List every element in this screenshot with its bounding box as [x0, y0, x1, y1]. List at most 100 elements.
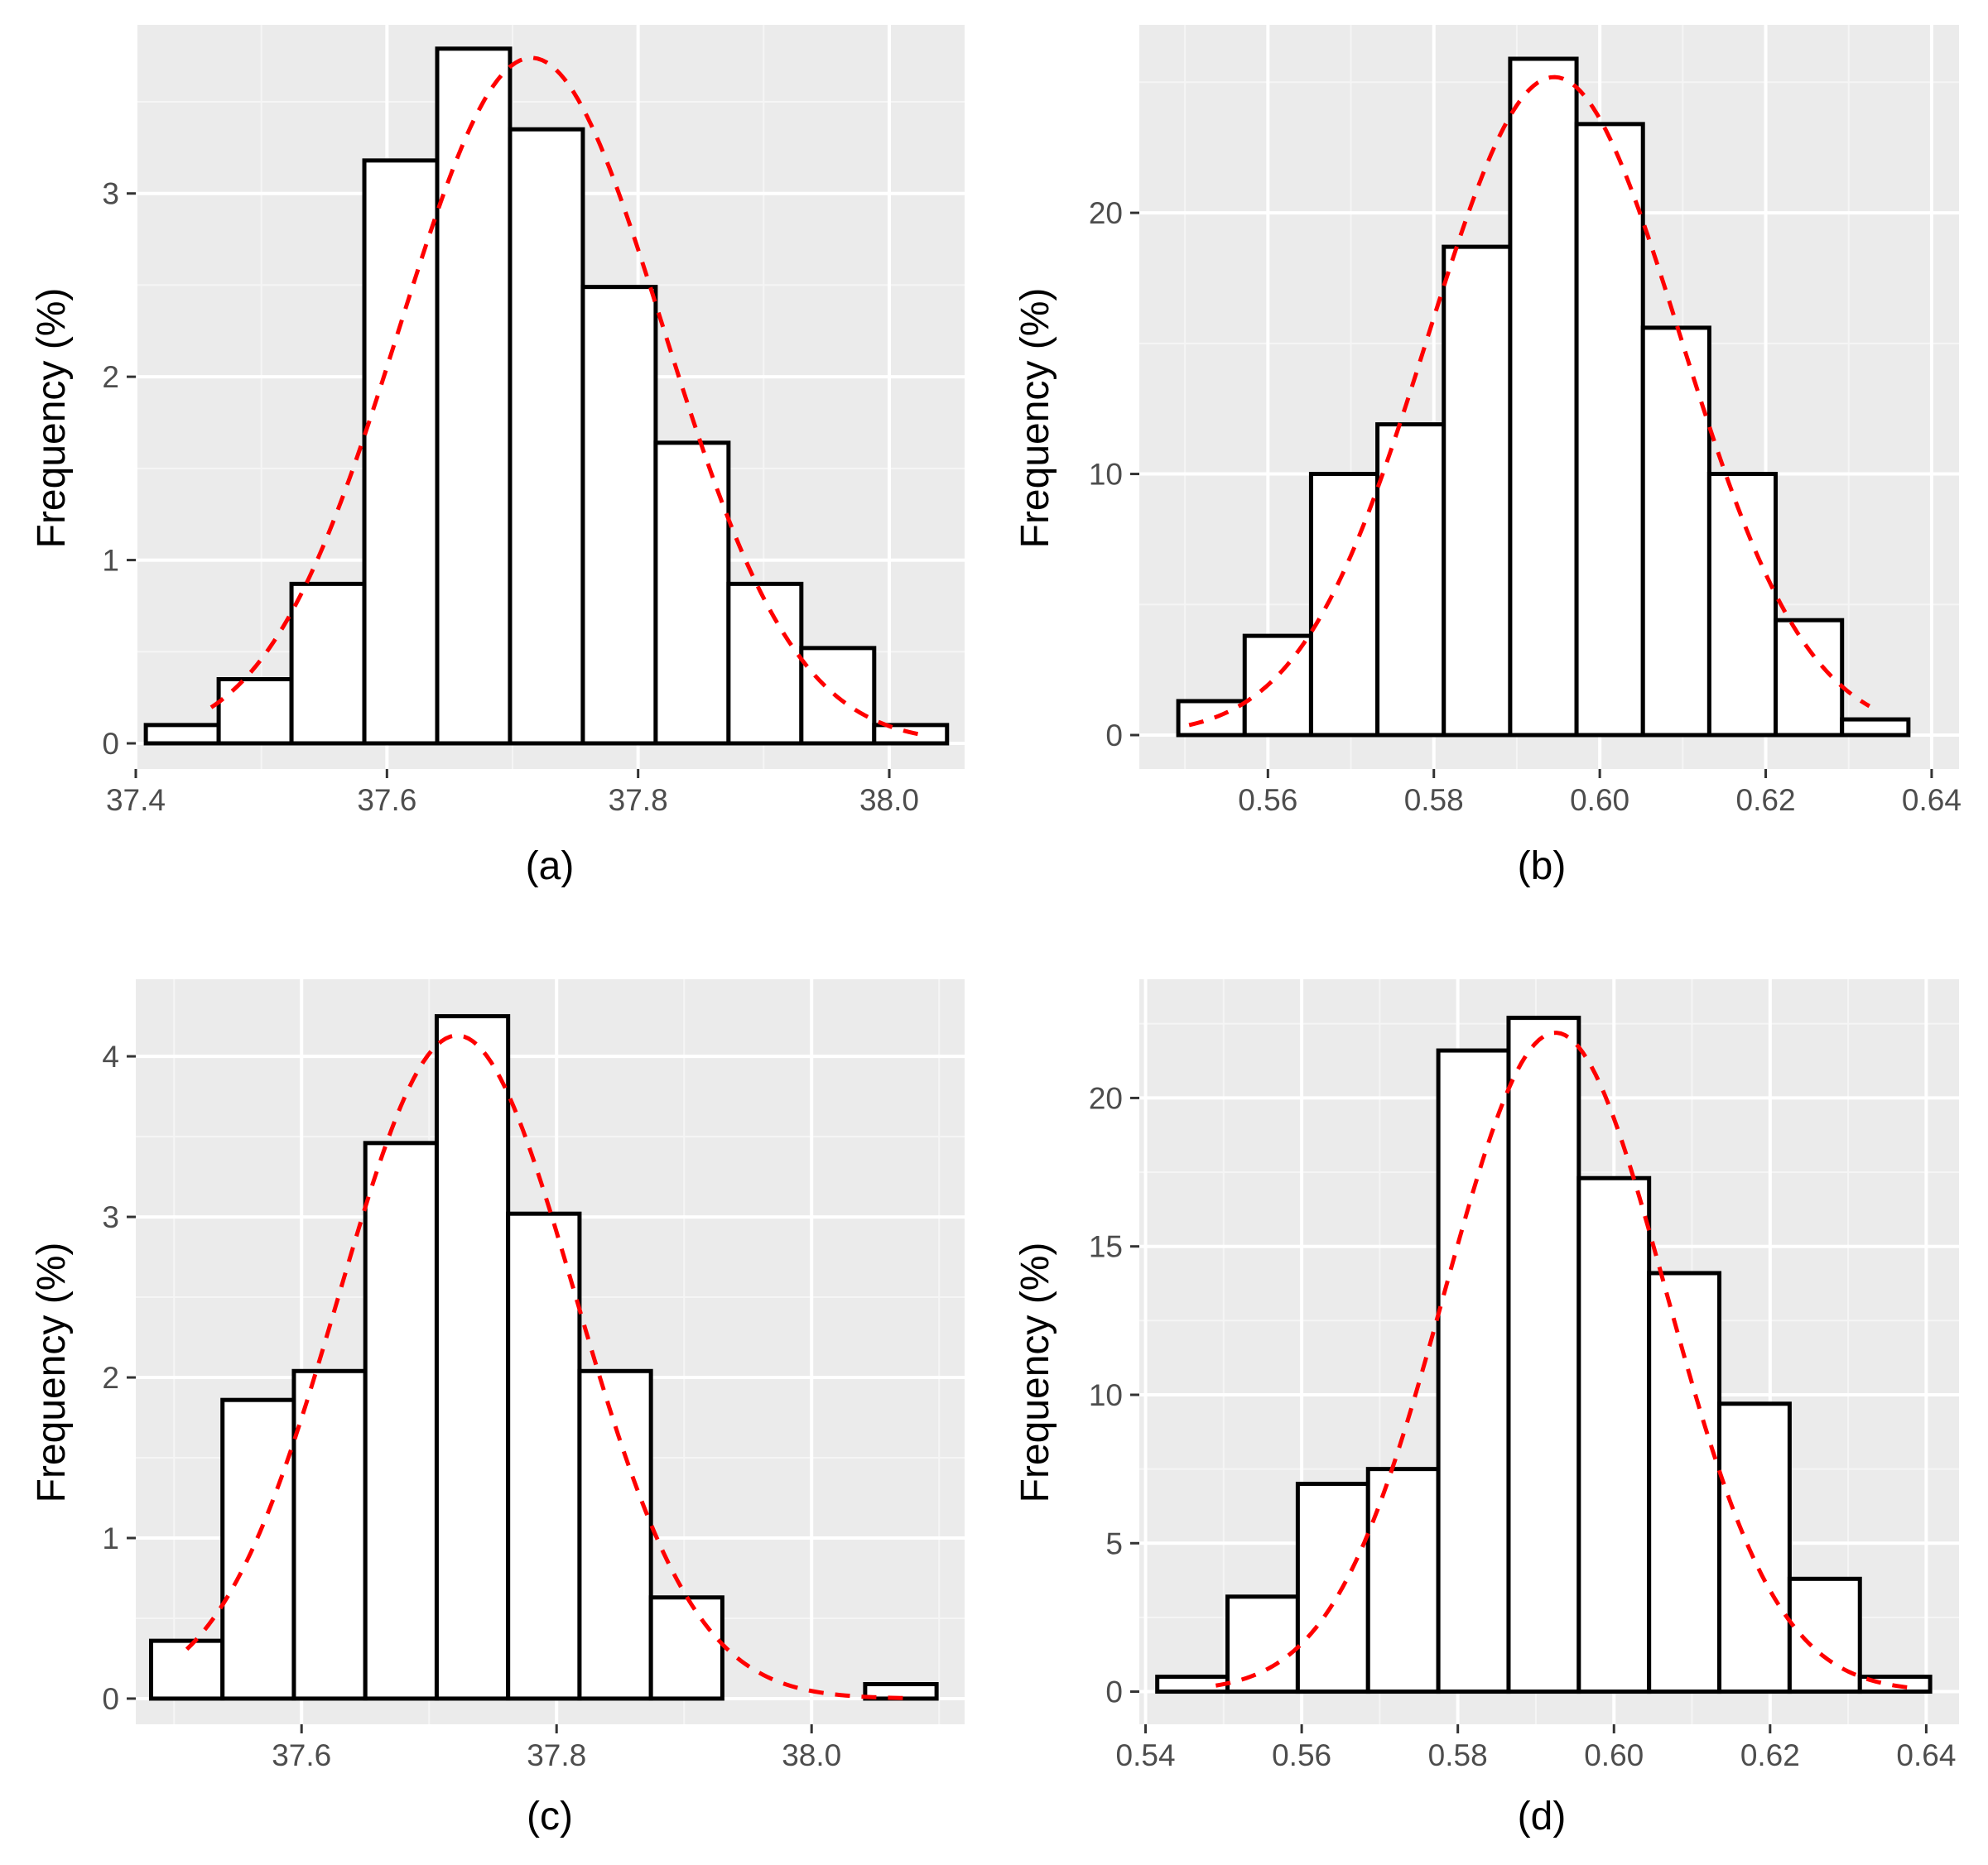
- plot-area-d: [1139, 979, 1959, 1724]
- x-tick-label: 0.64: [1902, 783, 1962, 817]
- histogram-bar: [1574, 122, 1645, 738]
- y-tick-label: 10: [1089, 458, 1123, 492]
- histogram-bar: [363, 1141, 439, 1701]
- histogram-bar: [1787, 1576, 1862, 1694]
- x-tick-label: 0.54: [1116, 1738, 1176, 1772]
- histogram-bar: [508, 127, 585, 746]
- x-tick-label: 0.58: [1428, 1738, 1488, 1772]
- y-axis-title-a: Frequency (%): [30, 288, 74, 549]
- histogram-bar: [1706, 472, 1779, 738]
- histogram-bar: [289, 581, 367, 746]
- x-tick-label: 37.4: [106, 783, 166, 817]
- histogram-bar: [216, 677, 294, 746]
- histogram-bar: [1506, 1016, 1581, 1694]
- x-ticks-b: 0.56 0.58 0.60 0.62 0.64: [1238, 769, 1962, 817]
- y-tick-label: 1: [102, 1521, 119, 1555]
- y-tick-label: 20: [1089, 1081, 1123, 1115]
- y-tick-label: 0: [102, 727, 119, 761]
- histogram-bar: [1640, 325, 1711, 738]
- y-tick-label: 5: [1105, 1526, 1123, 1560]
- y-tick-label: 3: [102, 1200, 119, 1234]
- y-axis-title-d: Frequency (%): [1013, 1243, 1057, 1503]
- x-tick-label: 0.62: [1740, 1738, 1800, 1772]
- y-ticks-a: 0 1 2 3: [102, 177, 136, 761]
- histogram-bar: [726, 581, 804, 746]
- histogram-bar: [434, 1014, 511, 1701]
- histogram-bar: [148, 1638, 225, 1701]
- x-tick-label: 38.0: [782, 1738, 841, 1772]
- y-tick-label: 0: [102, 1682, 119, 1716]
- histogram-bar: [580, 285, 658, 746]
- x-ticks-c: 37.6 37.8 38.0: [272, 1724, 841, 1772]
- histogram-bar: [1840, 717, 1911, 738]
- y-tick-label: 10: [1089, 1378, 1123, 1412]
- histogram-bar: [1774, 618, 1845, 738]
- histogram-bar: [1436, 1048, 1511, 1694]
- histogram-bar: [220, 1397, 296, 1701]
- panel-caption-b: (b): [1518, 844, 1567, 888]
- histogram-bar: [1308, 472, 1380, 738]
- histogram-bar: [1576, 1175, 1652, 1694]
- x-tick-label: 0.62: [1736, 783, 1796, 817]
- histogram-bar: [291, 1368, 368, 1701]
- x-tick-label: 0.60: [1584, 1738, 1644, 1772]
- x-tick-label: 37.8: [527, 1738, 586, 1772]
- panel-caption-d: (d): [1518, 1795, 1567, 1839]
- y-tick-label: 0: [1105, 1675, 1123, 1709]
- x-tick-label: 0.60: [1570, 783, 1629, 817]
- x-ticks-a: 37.4 37.6 37.8 38.0: [106, 769, 919, 817]
- plot-area-c: [136, 979, 965, 1724]
- y-ticks-b: 0 10 20: [1089, 196, 1139, 752]
- y-tick-label: 3: [102, 177, 119, 211]
- histogram-bar: [1295, 1482, 1370, 1694]
- histogram-bar: [1508, 56, 1579, 738]
- plot-area-a: [134, 25, 965, 769]
- y-tick-label: 20: [1089, 196, 1123, 230]
- x-tick-label: 37.6: [357, 783, 416, 817]
- x-tick-label: 37.8: [609, 783, 668, 817]
- histogram-bar: [577, 1368, 653, 1701]
- y-tick-label: 2: [102, 1361, 119, 1395]
- histogram-bar: [1717, 1401, 1792, 1694]
- y-tick-label: 0: [1105, 719, 1123, 752]
- x-ticks-d: 0.54 0.56 0.58 0.60 0.62 0.64: [1116, 1724, 1956, 1772]
- histogram-bar: [143, 723, 221, 746]
- x-tick-label: 0.56: [1272, 1738, 1331, 1772]
- y-ticks-d: 0 5 10 15 20: [1089, 1081, 1139, 1709]
- x-tick-label: 38.0: [859, 783, 919, 817]
- y-axis-title-c: Frequency (%): [30, 1243, 74, 1503]
- density-curve: [1215, 1031, 1915, 1690]
- y-ticks-c: 0 1 2 3 4: [102, 1040, 136, 1716]
- x-tick-label: 0.56: [1238, 783, 1297, 817]
- histogram-bar: [648, 1595, 724, 1701]
- x-tick-label: 37.6: [272, 1738, 331, 1772]
- histogram-bar: [1647, 1271, 1722, 1694]
- y-tick-label: 15: [1089, 1230, 1123, 1264]
- histogram-bar: [506, 1211, 582, 1701]
- density-curve: [209, 55, 927, 738]
- y-tick-label: 4: [102, 1040, 119, 1074]
- panel-c: 37.6 37.8 38.0 0 1 2 3 4 Frequency (%) (c): [30, 979, 965, 1839]
- histogram-bar: [1176, 699, 1247, 738]
- density-curve: [1188, 75, 1871, 728]
- panel-d: 0.54 0.56 0.58 0.60 0.62 0.64 0 5 10 15 20 Freque…: [1013, 979, 1959, 1839]
- density-curve: [185, 1033, 914, 1700]
- y-axis-title-b: Frequency (%): [1013, 288, 1057, 549]
- plot-area-b: [1139, 25, 1959, 769]
- panel-a: 37.4 37.6 37.8 38.0 0 1 2 3 Frequency (%) (a): [30, 25, 965, 888]
- histogram-bar: [1365, 1467, 1441, 1694]
- x-tick-label: 0.58: [1404, 783, 1464, 817]
- y-tick-label: 2: [102, 360, 119, 394]
- histogram-bar: [1442, 244, 1513, 738]
- panel-caption-a: (a): [526, 844, 575, 888]
- histogram-bar: [1375, 422, 1446, 738]
- histogram-bar: [435, 46, 513, 746]
- y-tick-label: 1: [102, 544, 119, 578]
- panel-caption-c: (c): [527, 1795, 573, 1839]
- histogram-bar: [1225, 1594, 1300, 1694]
- histogram-bar: [653, 440, 731, 746]
- histogram-bar: [1242, 633, 1313, 738]
- panel-b: 0.56 0.58 0.60 0.62 0.64 0 10 20 Frequency (%)…: [1013, 25, 1962, 888]
- x-tick-label: 0.64: [1896, 1738, 1956, 1772]
